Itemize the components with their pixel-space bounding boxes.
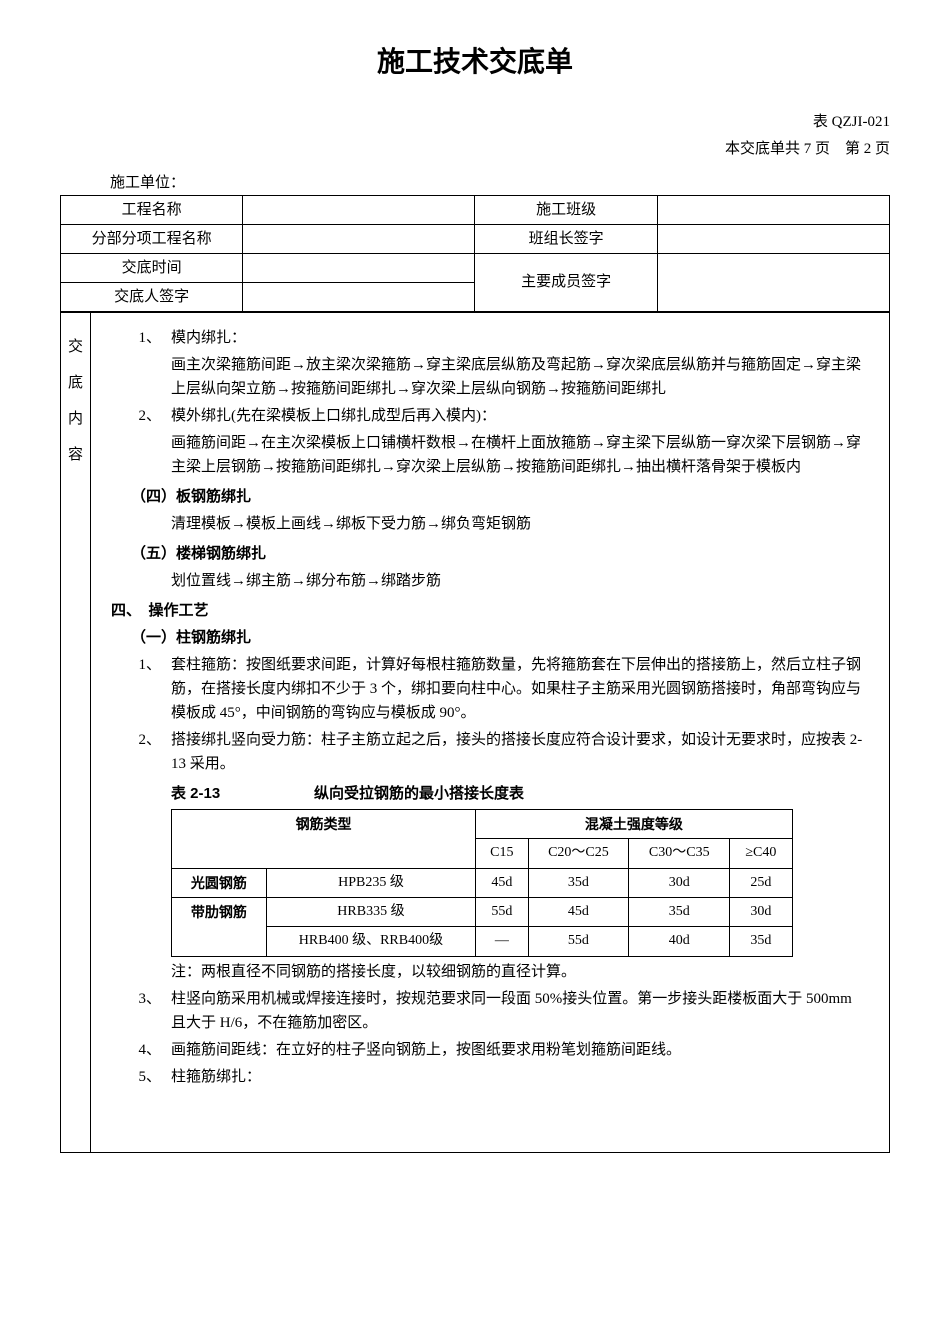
main-content-table: 交 底 内 容 1、 模内绑扎： 画主次梁箍筋间距→放主梁次梁箍筋→穿主梁底层纵…: [60, 312, 890, 1153]
content-cell: 1、 模内绑扎： 画主次梁箍筋间距→放主梁次梁箍筋→穿主梁底层纵筋及弯起筋→穿次…: [91, 312, 890, 1152]
tbl-r2-c3: 35d: [629, 897, 730, 926]
p1-body: 套柱箍筋：按图纸要求间距，计算好每根柱箍筋数量，先将箍筋套在下层伸出的搭接筋上，…: [171, 653, 869, 725]
p2-number: 2、: [111, 728, 171, 776]
team-class-value: [657, 195, 889, 224]
section5-title: （五）楼梯钢筋绑扎: [131, 542, 869, 566]
subproject-label: 分部分项工程名称: [61, 224, 243, 253]
tbl-r1-c4: 25d: [730, 868, 792, 897]
tbl-header-strength: 混凝土强度等级: [476, 809, 792, 838]
tbl-r2-type: 带肋钢筋: [172, 897, 267, 956]
tbl-col-c30: C30～C35: [629, 839, 730, 868]
discloser-sign-label: 交底人签字: [61, 282, 243, 311]
tbl-r1-c2: 35d: [528, 868, 629, 897]
project-name-label: 工程名称: [61, 195, 243, 224]
disclosure-time-value: [243, 253, 475, 282]
p5-body: 柱箍筋绑扎：: [171, 1065, 869, 1089]
section4-title: （四）板钢筋绑扎: [131, 485, 869, 509]
tbl-r3-c4: 35d: [730, 927, 792, 956]
side-char-1: 交: [65, 335, 86, 359]
header-info-table: 工程名称 施工班级 分部分项工程名称 班组长签字 交底时间 主要成员签字 交底人…: [60, 195, 890, 312]
tbl-r1-c3: 30d: [629, 868, 730, 897]
item1-number: 1、: [111, 326, 171, 350]
section4-body: 清理模板→模板上画线→绑板下受力筋→绑负弯矩钢筋: [111, 512, 869, 536]
tbl-r2-c4: 30d: [730, 897, 792, 926]
disclosure-time-label: 交底时间: [61, 253, 243, 282]
side-char-4: 容: [65, 443, 86, 467]
team-class-label: 施工班级: [475, 195, 657, 224]
item2-number: 2、: [111, 404, 171, 428]
table-title: 纵向受拉钢筋的最小搭接长度表: [314, 785, 524, 802]
tbl-r3-c2: 55d: [528, 927, 629, 956]
item1-title: 模内绑扎：: [171, 326, 869, 350]
item2-body: 画箍筋间距→在主次梁模板上口铺横杆数根→在横杆上面放箍筋→穿主梁下层纵筋一穿次梁…: [111, 431, 869, 479]
tbl-r3-c1: —: [476, 927, 528, 956]
tbl-r2-c2: 45d: [528, 897, 629, 926]
tbl-header-type: 钢筋类型: [172, 809, 476, 868]
construction-unit-label: 施工单位：: [60, 171, 890, 195]
discloser-sign-value: [243, 282, 475, 311]
tbl-r2-c1: 55d: [476, 897, 528, 926]
tbl-r1-type: 光圆钢筋: [172, 868, 267, 897]
tbl-r2-grade: HRB335 级: [266, 897, 475, 926]
document-code: 表 QZJI-021: [60, 110, 890, 134]
section5-body: 划位置线→绑主筋→绑分布筋→绑踏步筋: [111, 569, 869, 593]
tbl-col-c40: ≥C40: [730, 839, 792, 868]
tbl-col-c15: C15: [476, 839, 528, 868]
table-note: 注：两根直径不同钢筋的搭接长度，以较细钢筋的直径计算。: [171, 960, 869, 984]
project-name-value: [243, 195, 475, 224]
subproject-value: [243, 224, 475, 253]
p3-number: 3、: [111, 987, 171, 1035]
side-char-3: 内: [65, 407, 86, 431]
p5-number: 5、: [111, 1065, 171, 1089]
tbl-r3-c3: 40d: [629, 927, 730, 956]
document-title: 施工技术交底单: [60, 40, 890, 85]
team-leader-sign-value: [657, 224, 889, 253]
table-number: 表 2-13: [171, 785, 220, 802]
members-sign-value: [657, 253, 889, 311]
main-section4-title: 四、 操作工艺: [111, 599, 869, 623]
side-label-column: 交 底 内 容: [61, 312, 91, 1152]
team-leader-sign-label: 班组长签字: [475, 224, 657, 253]
item2-title: 模外绑扎(先在梁模板上口绑扎成型后再入模内)：: [171, 404, 869, 428]
side-char-2: 底: [65, 371, 86, 395]
rebar-splice-table: 钢筋类型 混凝土强度等级 C15 C20～C25 C30～C35 ≥C40 光圆…: [171, 809, 793, 957]
p1-number: 1、: [111, 653, 171, 725]
item1-body: 画主次梁箍筋间距→放主梁次梁箍筋→穿主梁底层纵筋及弯起筋→穿次梁底层纵筋并与箍筋…: [111, 353, 869, 401]
p2-body: 搭接绑扎竖向受力筋：柱子主筋立起之后，接头的搭接长度应符合设计要求，如设计无要求…: [171, 728, 869, 776]
page-info: 本交底单共 7 页 第 2 页: [60, 137, 890, 161]
members-sign-label: 主要成员签字: [475, 253, 657, 311]
tbl-r1-grade: HPB235 级: [266, 868, 475, 897]
p4-number: 4、: [111, 1038, 171, 1062]
tbl-r1-c1: 45d: [476, 868, 528, 897]
tbl-r3-grade: HRB400 级、RRB400级: [266, 927, 475, 956]
p3-body: 柱竖向筋采用机械或焊接连接时，按规范要求同一段面 50%接头位置。第一步接头距楼…: [171, 987, 869, 1035]
p4-body: 画箍筋间距线：在立好的柱子竖向钢筋上，按图纸要求用粉笔划箍筋间距线。: [171, 1038, 869, 1062]
tbl-col-c20: C20～C25: [528, 839, 629, 868]
subsection1-title: （一）柱钢筋绑扎: [131, 626, 869, 650]
